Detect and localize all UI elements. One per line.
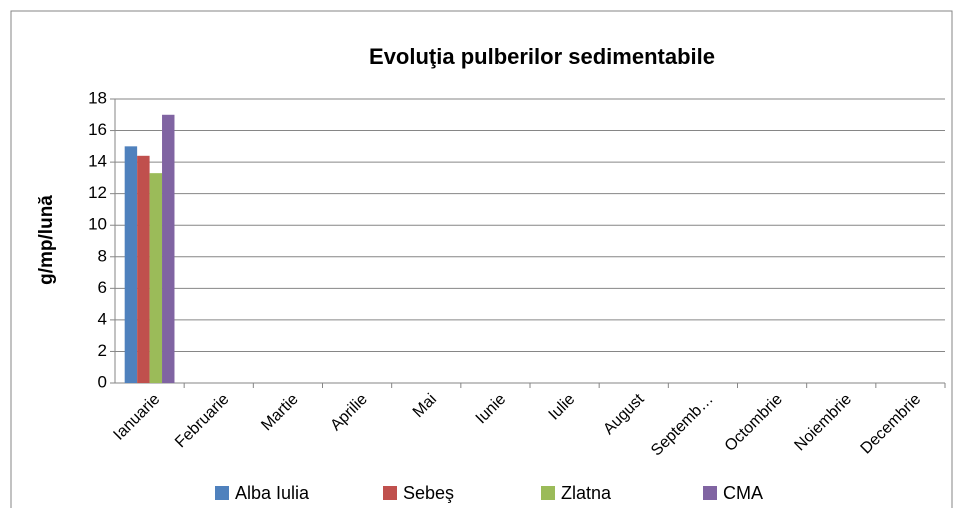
y-tick-label: 0 — [98, 372, 107, 391]
legend-label: Alba Iulia — [235, 483, 310, 503]
y-tick-label: 14 — [88, 152, 107, 171]
y-tick-label: 18 — [88, 88, 107, 107]
legend-label: Zlatna — [561, 483, 612, 503]
legend-swatch — [541, 486, 555, 500]
legend-swatch — [215, 486, 229, 500]
legend-label: Sebeş — [403, 483, 454, 503]
y-tick-label: 6 — [98, 278, 107, 297]
legend-swatch — [383, 486, 397, 500]
bar — [137, 155, 150, 383]
bar — [149, 173, 163, 383]
bar — [162, 114, 175, 384]
legend-label: CMA — [723, 483, 763, 503]
y-tick-label: 8 — [98, 246, 107, 265]
y-axis-label: g/mp/lună — [36, 195, 57, 285]
y-tick-label: 2 — [98, 341, 107, 360]
legend-swatch — [703, 486, 717, 500]
bar — [124, 146, 138, 383]
y-tick-label: 10 — [88, 215, 107, 234]
chart-title: Evoluţia pulberilor sedimentabile — [369, 44, 715, 69]
y-tick-label: 4 — [98, 309, 107, 328]
y-tick-label: 16 — [88, 120, 107, 139]
y-tick-label: 12 — [88, 183, 107, 202]
